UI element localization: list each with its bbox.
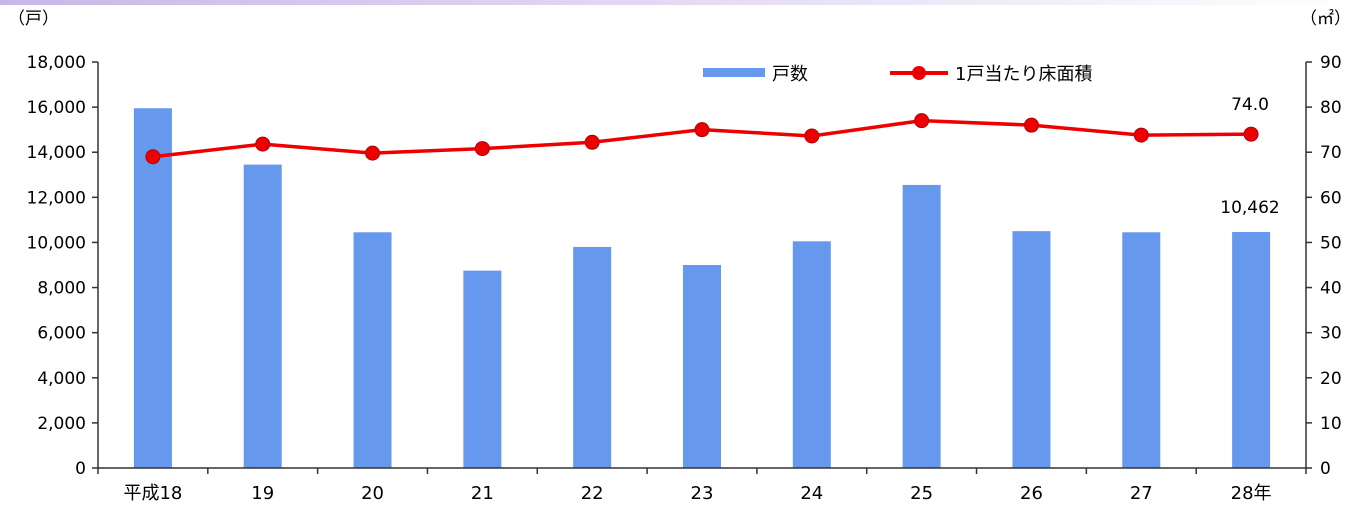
y-tick-left-label: 10,000 [27, 233, 86, 253]
x-tick-label: 23 [691, 483, 714, 504]
line-point [1243, 126, 1259, 142]
y-tick-right-label: 70 [1320, 143, 1342, 163]
y-tick-left-label: 0 [75, 459, 86, 479]
line-point [474, 141, 490, 157]
y-ticks-left: 0 2,000 4,000 6,000 8,000 10,000 12,000 14,000 1… [27, 53, 98, 479]
y-tick-left-label: 2,000 [37, 414, 86, 434]
legend: 戸数 1戸当たり床面積 [703, 64, 1092, 85]
legend-swatch-bar [703, 68, 765, 77]
y-tick-left-label: 18,000 [27, 53, 86, 73]
y-axis-right-unit: （㎡） [1300, 9, 1351, 29]
y-tick-left-label: 8,000 [37, 279, 86, 299]
x-tick-label: 21 [471, 483, 494, 504]
y-tick-right-label: 60 [1320, 188, 1342, 208]
x-tick-label: 27 [1130, 483, 1153, 504]
x-ticks: 平成18 19 20 21 22 23 24 25 26 27 28年 [97, 468, 1307, 504]
y-tick-left-label: 14,000 [27, 143, 86, 163]
bar [353, 232, 392, 468]
y-tick-left-label: 16,000 [27, 98, 86, 118]
y-tick-right-label: 20 [1320, 369, 1342, 389]
bar-series [133, 108, 1271, 468]
bar [1232, 232, 1271, 468]
y-tick-right-label: 30 [1320, 324, 1342, 344]
y-ticks-right: 0 10 20 30 40 50 60 70 80 90 [1306, 53, 1342, 479]
bar [463, 270, 502, 468]
y-tick-right-label: 0 [1320, 459, 1331, 479]
bar [683, 265, 721, 468]
line-point [914, 113, 930, 129]
line-point [804, 128, 820, 144]
bar [902, 184, 941, 468]
x-tick-label: 22 [581, 483, 604, 504]
line-point [694, 122, 710, 138]
bar [573, 246, 612, 468]
line-point [145, 149, 161, 165]
bar [243, 164, 282, 468]
axes [97, 62, 1307, 469]
legend-label-bar: 戸数 [772, 64, 808, 85]
line-series [145, 113, 1259, 165]
x-tick-label: 25 [910, 483, 933, 504]
line-point [584, 134, 600, 150]
x-tick-label: 26 [1020, 483, 1043, 504]
legend-label-line: 1戸当たり床面積 [955, 64, 1092, 85]
y-tick-right-label: 50 [1320, 233, 1342, 253]
x-tick-label: 24 [800, 483, 823, 504]
line-point [1133, 127, 1149, 143]
annotation-area-last: 74.0 [1231, 95, 1269, 115]
y-tick-left-label: 12,000 [27, 188, 86, 208]
y-tick-left-label: 4,000 [37, 369, 86, 389]
bar [1012, 231, 1051, 468]
bar [133, 108, 172, 468]
y-tick-right-label: 40 [1320, 279, 1342, 299]
top-accent-bar [0, 0, 1359, 5]
y-tick-right-label: 10 [1320, 414, 1342, 434]
x-tick-label: 20 [361, 483, 384, 504]
annotation-count-last: 10,462 [1220, 198, 1279, 218]
x-tick-label: 19 [251, 483, 274, 504]
y-tick-right-label: 90 [1320, 53, 1342, 73]
bar [1122, 232, 1161, 468]
line-point [1023, 117, 1039, 133]
y-tick-left-label: 6,000 [37, 324, 86, 344]
line-point [255, 136, 271, 152]
y-tick-right-label: 80 [1320, 98, 1342, 118]
bar [792, 241, 831, 468]
line-point [365, 145, 381, 161]
x-tick-label: 28年 [1231, 483, 1272, 504]
x-tick-label: 平成18 [123, 483, 182, 504]
y-axis-left-unit: （戸） [8, 9, 59, 29]
legend-swatch-marker [912, 66, 926, 80]
